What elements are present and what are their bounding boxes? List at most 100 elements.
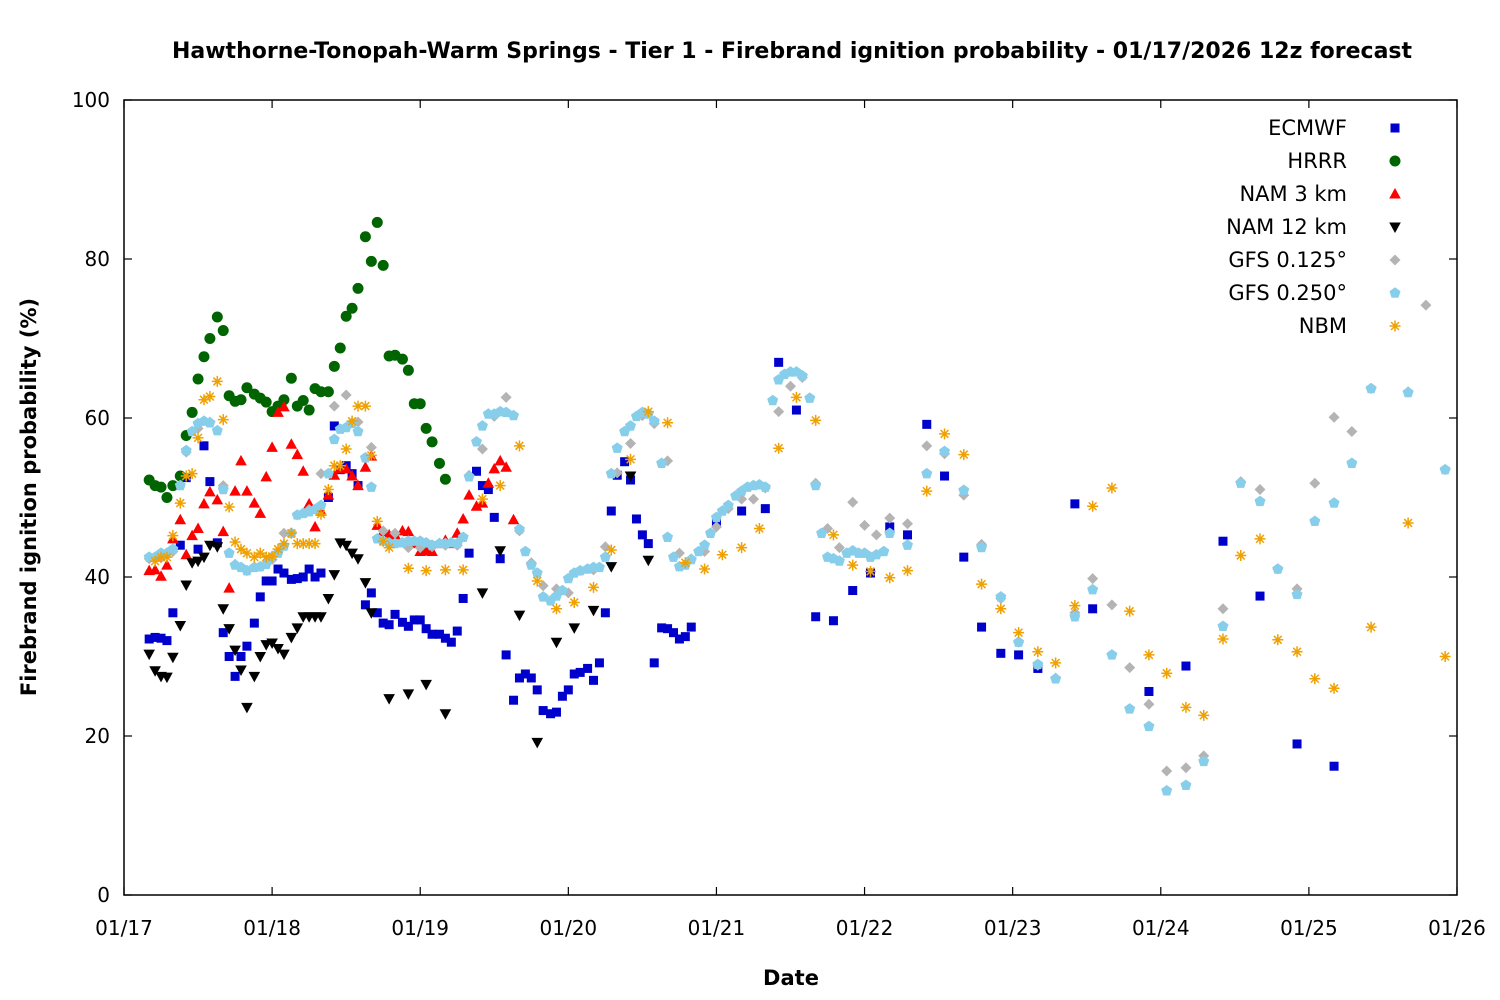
nam-3-km-point — [254, 507, 267, 518]
ecmwf-point — [150, 632, 160, 642]
x-tick-label: 01/26 — [1428, 916, 1486, 940]
gfs-0-125-point — [1180, 762, 1192, 774]
gfs-0-250-point — [1106, 649, 1118, 660]
gfs-0-125-point — [921, 440, 933, 452]
ecmwf-point — [606, 506, 616, 516]
ecmwf-point — [1255, 591, 1265, 601]
hrrr-point — [235, 394, 247, 406]
ecmwf-point — [236, 652, 246, 661]
gfs-0-250-point — [685, 553, 697, 565]
nbm-point — [810, 414, 822, 426]
gfs-0-250-point — [1143, 720, 1155, 732]
gfs-0-125-point — [833, 542, 845, 554]
nam-3-km-point — [500, 461, 512, 472]
nbm-point — [309, 538, 321, 550]
gfs-0-250-point — [1198, 755, 1210, 767]
hrrr-point — [439, 473, 451, 485]
x-tick-label: 01/22 — [836, 916, 894, 940]
ecmwf-point — [589, 675, 599, 685]
gfs-0-125-point — [859, 519, 871, 531]
gfs-0-250-point — [1161, 785, 1173, 796]
nam-12-km-point — [494, 546, 507, 557]
nbm-point — [1143, 649, 1155, 661]
nbm-point — [248, 551, 260, 563]
x-tick-label: 01/21 — [688, 916, 746, 940]
nbm-point — [272, 543, 284, 555]
hrrr-point — [260, 396, 272, 408]
gfs-0-250-point — [1439, 463, 1451, 475]
gfs-0-250-point — [525, 559, 537, 570]
gfs-0-250-point — [508, 409, 520, 421]
nam-3-km-point — [174, 513, 187, 525]
y-tick-label: 40 — [85, 565, 110, 589]
hrrr-point — [204, 333, 216, 344]
nbm-point — [1217, 633, 1229, 645]
nam-3-km-point — [309, 520, 321, 532]
nam-3-km-point — [204, 485, 216, 497]
nbm-point — [1050, 657, 1062, 669]
hrrr-point — [377, 259, 389, 271]
legend-marker-nam-3-km — [1389, 188, 1401, 199]
gfs-0-250-point — [816, 527, 828, 538]
nam-3-km-point — [161, 559, 173, 570]
ecmwf-point — [242, 641, 252, 651]
hrrr-point — [334, 342, 346, 354]
nam-12-km-point — [272, 644, 284, 655]
x-tick-label: 01/17 — [95, 916, 153, 940]
gfs-0-250-point — [810, 479, 822, 491]
gfs-0-125-point — [1328, 411, 1340, 423]
nbm-point — [223, 501, 235, 513]
ecmwf-point — [680, 632, 690, 642]
nam-12-km-point — [266, 638, 278, 649]
nam-12-km-point — [198, 552, 210, 564]
ecmwf-point — [631, 514, 641, 524]
ecmwf-point — [267, 576, 277, 586]
hrrr-point — [161, 492, 173, 503]
x-axis-ticks: 01/17 01/18 01/19 01/20 01/21 01/22 01/23 01/24… — [95, 100, 1486, 940]
gfs-0-250-point — [878, 545, 890, 557]
nam-3-km-point — [297, 465, 310, 476]
nam-12-km-point — [223, 624, 235, 635]
hrrr-point — [433, 457, 445, 469]
gfs-0-125-point — [1087, 573, 1099, 585]
nbm-point — [1069, 600, 1081, 612]
gfs-0-250-point — [531, 567, 543, 578]
ecmwf-point — [205, 477, 215, 487]
gfs-0-250-point — [315, 499, 327, 511]
nam-12-km-point — [642, 555, 655, 567]
nam-3-km-point — [192, 522, 204, 534]
ecmwf-point — [279, 568, 289, 578]
legend-label-nam-3-km: NAM 3 km — [1239, 182, 1347, 206]
nam-12-km-point — [248, 671, 261, 683]
ecmwf-point — [811, 612, 821, 622]
gfs-0-125-point — [315, 468, 327, 480]
y-tick-label: 60 — [85, 406, 110, 430]
gfs-0-125-point — [365, 441, 377, 453]
nam-12-km-point — [346, 548, 358, 560]
nam-12-km-point — [217, 604, 230, 615]
nbm-point — [790, 391, 802, 403]
series-hrrr — [143, 216, 451, 503]
nbm-point — [568, 596, 580, 608]
legend-marker-hrrr — [1389, 155, 1401, 167]
ecmwf-point — [316, 568, 326, 578]
ecmwf-point — [532, 685, 542, 695]
ecmwf-point — [489, 512, 499, 522]
gfs-0-250-point — [365, 481, 377, 492]
series-nam-12-km — [143, 471, 655, 749]
nam-12-km-point — [149, 666, 161, 677]
ecmwf-point — [261, 576, 271, 586]
legend-marker-nam-12-km — [1389, 222, 1401, 233]
legend-label-nam-12-km: NAM 12 km — [1226, 215, 1347, 239]
nbm-point — [1254, 533, 1266, 545]
gfs-0-250-point — [901, 539, 914, 550]
legend-label-nbm: NBM — [1299, 314, 1347, 338]
chart-title: Hawthorne-Tonopah-Warm Springs - Tier 1 … — [172, 39, 1413, 64]
gfs-0-250-point — [513, 523, 525, 534]
gfs-0-250-point — [995, 591, 1007, 602]
gfs-0-250-point — [223, 547, 235, 558]
ecmwf-point — [304, 564, 314, 574]
x-axis-label: Date — [763, 966, 819, 990]
gfs-0-250-point — [1272, 563, 1284, 574]
nbm-point — [352, 400, 364, 412]
